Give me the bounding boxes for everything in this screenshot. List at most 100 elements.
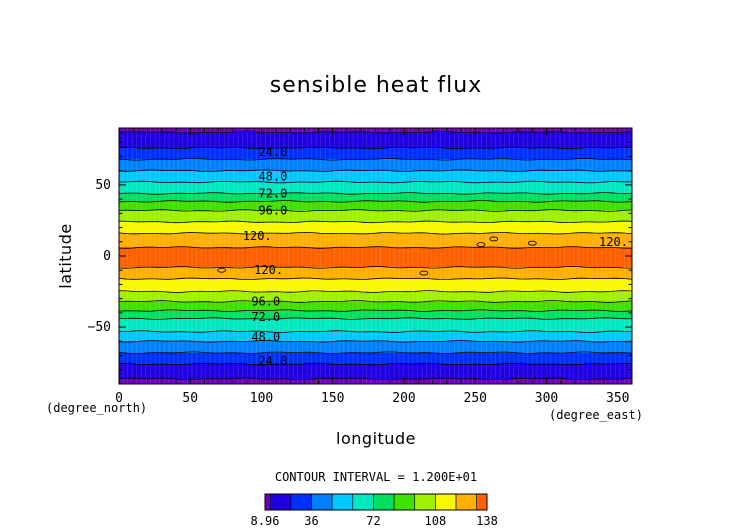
y-tick-label: 0 [103,249,111,264]
contour-band [119,309,632,311]
contour-band [119,297,632,299]
contour-band [119,277,632,279]
contour-band [119,177,632,179]
contour-band [119,284,632,286]
contour-band [119,349,632,351]
contour-band [119,345,632,347]
chart-title: sensible heat flux [270,73,483,98]
contour-band [119,195,632,197]
contour-band [119,287,632,289]
contour-line [119,330,633,333]
colorbar-tick-label: 72 [366,514,380,528]
contour-band [119,245,632,247]
x-tick-label: 150 [321,391,344,406]
contour-band [119,295,632,297]
contour-band [119,314,632,316]
contour-label: 24.0 [258,145,287,159]
contour-band [119,131,632,133]
contour-band [119,257,632,259]
contour-interval-text: CONTOUR INTERVAL = 1.200E+01 [275,470,477,484]
contour-closed [527,240,537,246]
contour-band [119,268,632,270]
contour-band [119,151,632,153]
contour-band [119,220,632,222]
contour-band [119,155,632,157]
contour-band [119,335,632,337]
contour-band [119,199,632,201]
colorbar-tick-label: 36 [304,514,318,528]
contour-band [119,276,632,278]
colorbar-swatch [435,493,457,511]
contour-band [119,302,632,304]
contour-band [119,256,632,258]
contour-closed [419,270,429,276]
contour-band [119,159,632,161]
contour-band [119,360,632,362]
contour-band [119,167,632,169]
contour-band [119,239,632,241]
contour-band [119,194,632,196]
contour-band [119,338,632,340]
contour-band [119,296,632,298]
contour-band [119,332,632,334]
contour-band [119,357,632,359]
contour-band [119,262,632,264]
contour-band [119,251,632,253]
contour-band [119,180,632,182]
contour-band [119,289,632,291]
contour-band [119,339,632,341]
y-unit-label: (degree_north) [46,401,147,415]
colorbar-swatch [476,493,488,511]
contour-band [119,174,632,176]
contour-band [119,224,632,226]
contour-band [119,215,632,217]
contour-closed [489,236,499,242]
contour-band [119,197,632,199]
y-tick-label: −50 [88,320,111,335]
contour-band [119,353,632,355]
contour-band [119,136,632,138]
colorbar-swatch [269,493,292,511]
contour-band [119,203,632,205]
contour-line [118,192,633,195]
x-tick-label: 0 [115,391,123,406]
contour-band [119,374,632,376]
contour-band [119,321,632,323]
contour-band [119,139,632,141]
contour-band [119,208,632,210]
contour-line [119,362,633,366]
contour-band [119,341,632,343]
contour-band [119,133,632,135]
contour-line [119,290,633,293]
x-tick-label: 350 [606,391,629,406]
contour-band [119,236,632,238]
contour-band [119,253,632,255]
contour-band [119,181,632,183]
contour-band [119,305,632,307]
contour-band [119,326,632,328]
contour-label: 120. [254,263,283,277]
contour-band [119,377,632,379]
contour-line [119,317,632,320]
contour-band [119,244,632,246]
contour-band [119,201,632,203]
x-tick-label: 50 [182,391,198,406]
contour-band [119,221,632,223]
contour-band [119,143,632,145]
contour-label: 120. [599,235,628,249]
colorbar-swatch [331,493,354,511]
contour-band [119,135,632,137]
contour-lines [118,130,633,381]
contour-band [119,209,632,211]
contour-band [119,140,632,142]
contour-label: 48.0 [251,330,280,344]
contour-band [119,363,632,365]
x-tick-label: 100 [250,391,273,406]
contour-band [119,163,632,165]
contour-band [119,241,632,243]
colorbar-tick-label: 8.96 [251,514,280,528]
contour-band [119,333,632,335]
contour-band [119,234,632,236]
contour-band [119,373,632,375]
